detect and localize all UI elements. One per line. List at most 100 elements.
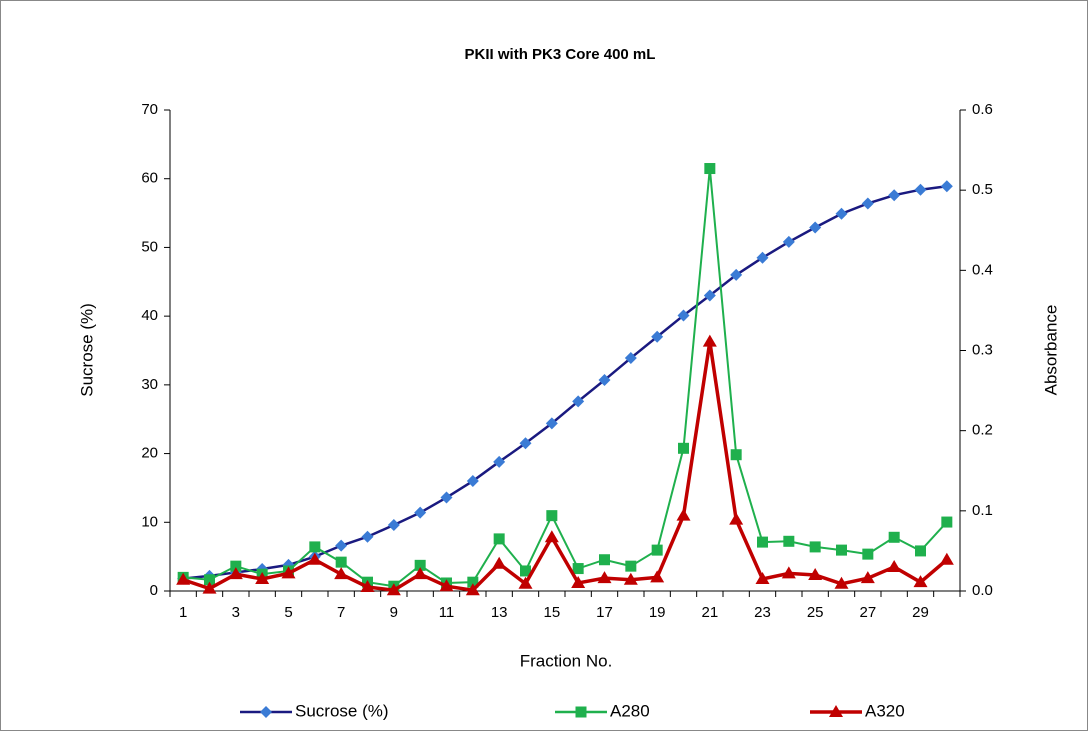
data-point [703, 289, 716, 302]
data-point [204, 574, 215, 586]
y2-tick-label: 0.1 [972, 502, 993, 519]
data-point [651, 330, 664, 343]
data-point [887, 559, 902, 572]
data-point [335, 539, 348, 552]
y2-tick-label: 0.0 [972, 582, 993, 599]
x-tick-label: 19 [649, 604, 666, 621]
y-tick-label: 30 [141, 376, 158, 393]
data-point [808, 567, 823, 580]
data-point [309, 541, 321, 553]
x-tick-label: 11 [439, 604, 455, 621]
data-point [730, 268, 743, 281]
data-point [809, 221, 822, 234]
y2-tick-label: 0.5 [972, 181, 993, 198]
x-tick-label: 1 [179, 604, 187, 621]
data-point [520, 565, 531, 577]
data-point [466, 475, 479, 488]
y-tick-label: 0 [150, 582, 158, 599]
data-point [781, 566, 796, 579]
data-point [650, 570, 665, 583]
x-tick-label: 3 [232, 604, 240, 621]
data-point [835, 207, 848, 220]
x-tick-label: 29 [912, 604, 929, 621]
data-point [465, 583, 480, 596]
legend-label: Sucrose (%) [295, 701, 389, 720]
y2-tick-label: 0.6 [972, 101, 993, 118]
y2-tick-label: 0.4 [972, 261, 993, 278]
data-point [678, 442, 689, 454]
y2-tick-label: 0.2 [972, 422, 993, 439]
data-point [836, 544, 847, 556]
data-point [493, 533, 505, 545]
data-point [202, 581, 217, 594]
x-tick-label: 9 [390, 604, 398, 621]
data-point [519, 437, 532, 450]
data-point [888, 531, 900, 543]
data-point [730, 449, 742, 461]
data-point [862, 548, 874, 560]
y-tick-label: 20 [141, 445, 158, 462]
data-point [939, 552, 954, 565]
legend-marker [829, 705, 843, 717]
data-point [888, 189, 901, 202]
y-tick-label: 40 [141, 307, 158, 324]
x-tick-label: 25 [807, 604, 824, 621]
data-point [334, 567, 349, 580]
x-tick-label: 5 [284, 604, 292, 621]
data-point [834, 576, 849, 589]
data-point [176, 572, 191, 585]
data-point [915, 545, 926, 557]
y-tick-label: 10 [141, 513, 158, 530]
data-point [307, 552, 322, 565]
x-tick-label: 13 [491, 604, 508, 621]
data-point [729, 512, 744, 525]
data-point [704, 163, 716, 175]
data-point [544, 530, 559, 543]
x-tick-label: 17 [596, 604, 613, 621]
legend-label: A320 [865, 701, 905, 720]
data-point [230, 560, 242, 572]
y-tick-label: 60 [141, 170, 158, 187]
y2-tick-label: 0.3 [972, 341, 993, 358]
x-tick-label: 15 [543, 604, 560, 621]
data-point [387, 519, 400, 532]
data-point [782, 235, 795, 248]
data-point [414, 506, 427, 519]
data-point [597, 571, 612, 584]
data-point [545, 417, 558, 430]
data-point [467, 576, 479, 588]
data-point [809, 541, 821, 553]
y-axis-label: Sucrose (%) [77, 303, 96, 397]
x-tick-label: 27 [859, 604, 876, 621]
data-point [518, 576, 533, 589]
chart-title: PKII with PK3 Core 400 mL [465, 46, 656, 63]
x-axis-label: Fraction No. [520, 651, 613, 670]
data-point [493, 455, 506, 468]
data-point [335, 556, 347, 568]
data-point [492, 556, 507, 569]
data-point [756, 251, 769, 264]
data-point [413, 567, 428, 580]
data-point [599, 554, 610, 566]
data-point [755, 571, 770, 584]
data-point [757, 536, 768, 548]
y2-axis-label: Absorbance [1041, 305, 1060, 396]
data-point [783, 535, 795, 547]
data-point [572, 563, 584, 575]
y-tick-label: 70 [141, 101, 158, 118]
x-tick-label: 7 [337, 604, 345, 621]
legend-marker [575, 706, 587, 718]
data-point [623, 572, 638, 585]
data-point [913, 575, 928, 588]
data-point [651, 544, 663, 556]
data-point [572, 395, 585, 408]
data-point [677, 309, 690, 322]
data-point [281, 566, 296, 579]
data-point [414, 559, 426, 571]
data-point [440, 491, 453, 504]
data-point [624, 352, 637, 365]
data-point [625, 560, 637, 572]
data-point [676, 508, 691, 521]
